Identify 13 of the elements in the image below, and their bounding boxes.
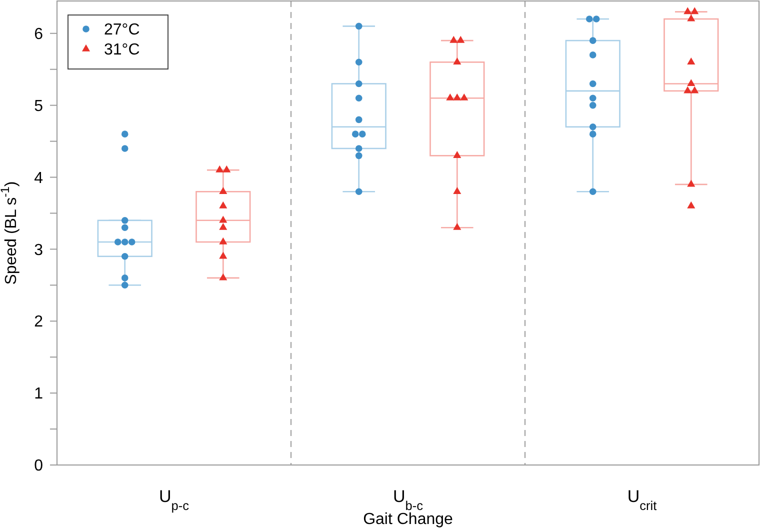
y-tick-label: 5	[34, 98, 44, 115]
y-tick-label: 4	[34, 170, 44, 187]
y-tick-label: 2	[34, 314, 44, 331]
legend-label: 27°C	[104, 22, 140, 39]
legend-label: 31°C	[104, 42, 140, 59]
x-tick-label: U$_{crit}$	[627, 487, 658, 512]
y-tick-label: 3	[34, 242, 44, 259]
x-tick-label: U$_{b-c}$	[393, 487, 424, 512]
x-tick-label: U$_{p-c}$	[159, 487, 190, 512]
y-tick-label: 1	[34, 386, 44, 403]
y-tick-label: 6	[34, 26, 44, 43]
y-tick-label: 0	[34, 458, 44, 475]
x-axis-title: Gait Change	[363, 511, 454, 528]
